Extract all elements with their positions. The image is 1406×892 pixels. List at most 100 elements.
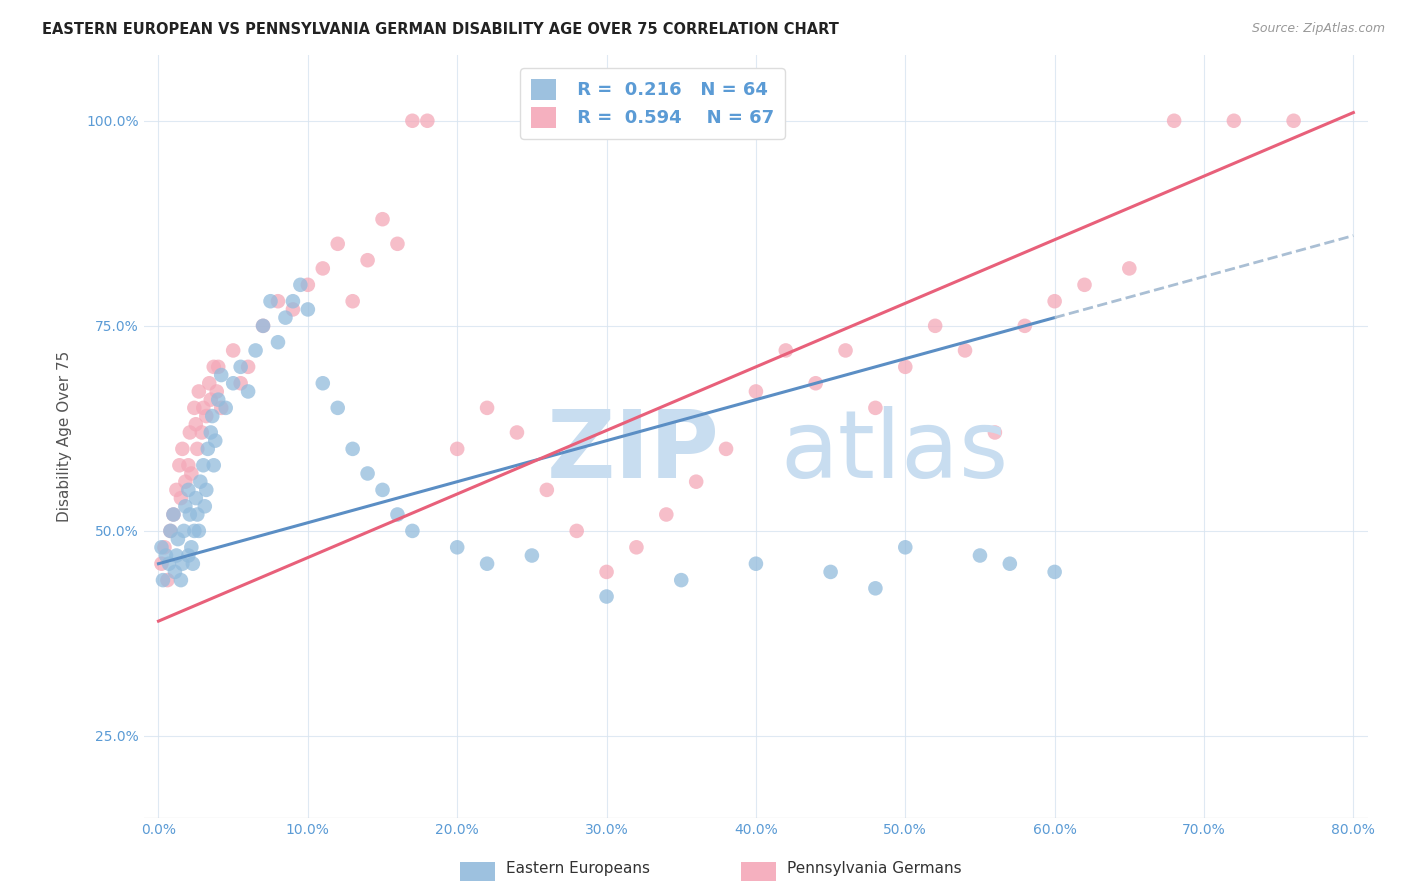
Point: [184, 417, 207, 432]
Point: [865, 401, 887, 415]
Point: [200, 392, 222, 407]
Point: [159, 524, 181, 538]
Point: [297, 277, 319, 292]
Point: [186, 508, 208, 522]
Point: [595, 565, 617, 579]
Point: [194, 500, 217, 514]
Point: [193, 401, 215, 415]
Point: [416, 113, 439, 128]
Point: [193, 458, 215, 473]
Point: [281, 294, 304, 309]
Point: [195, 483, 218, 497]
Point: [274, 310, 297, 325]
Point: [236, 359, 259, 374]
Point: [170, 573, 193, 587]
Point: [236, 384, 259, 399]
Point: [229, 359, 252, 374]
Point: [155, 549, 177, 563]
Point: [204, 434, 226, 448]
Point: [207, 359, 229, 374]
Point: [177, 458, 200, 473]
Point: [834, 343, 856, 358]
Point: [865, 582, 887, 596]
Point: [446, 541, 468, 555]
Point: [1073, 277, 1095, 292]
Point: [156, 573, 179, 587]
Point: [520, 549, 543, 563]
Point: [371, 483, 394, 497]
Point: [167, 532, 190, 546]
Point: [200, 425, 222, 440]
Point: [475, 401, 498, 415]
Point: [202, 458, 225, 473]
Point: [179, 508, 201, 522]
Point: [804, 376, 827, 391]
Point: [475, 557, 498, 571]
Point: [595, 590, 617, 604]
Point: [671, 573, 693, 587]
Point: [202, 359, 225, 374]
Point: [177, 483, 200, 497]
Point: [165, 549, 187, 563]
Point: [215, 401, 238, 415]
Point: [1163, 113, 1185, 128]
Text: Source: ZipAtlas.com: Source: ZipAtlas.com: [1251, 22, 1385, 36]
Point: [173, 524, 195, 538]
Point: [195, 409, 218, 423]
Point: [894, 541, 917, 555]
Point: [162, 508, 184, 522]
Point: [170, 491, 193, 505]
Point: [222, 343, 245, 358]
Point: [655, 508, 678, 522]
Point: [1014, 318, 1036, 333]
Y-axis label: Disability Age Over 75: Disability Age Over 75: [58, 351, 72, 522]
Point: [326, 236, 349, 251]
Point: [201, 409, 224, 423]
Point: [245, 343, 267, 358]
Text: atlas: atlas: [780, 406, 1008, 498]
Point: [186, 442, 208, 456]
Point: [969, 549, 991, 563]
Point: [714, 442, 737, 456]
Point: [685, 475, 707, 489]
Point: [252, 318, 274, 333]
Point: [894, 359, 917, 374]
Point: [998, 557, 1021, 571]
Point: [163, 565, 186, 579]
Point: [150, 541, 173, 555]
Point: [177, 549, 200, 563]
Point: [172, 442, 194, 456]
Point: [267, 335, 290, 350]
Point: [152, 573, 174, 587]
Point: [312, 376, 335, 391]
Point: [183, 524, 205, 538]
Point: [281, 302, 304, 317]
Point: [174, 500, 197, 514]
Point: [157, 557, 180, 571]
Point: [326, 401, 349, 415]
Point: [356, 467, 378, 481]
Point: [371, 212, 394, 227]
Point: [209, 368, 232, 382]
Point: [297, 302, 319, 317]
Point: [342, 442, 364, 456]
Point: [401, 524, 423, 538]
Point: [267, 294, 290, 309]
Point: [191, 425, 214, 440]
Point: [775, 343, 797, 358]
Point: [187, 524, 209, 538]
Point: [180, 467, 202, 481]
Point: [356, 253, 378, 268]
Point: [626, 541, 648, 555]
Point: [565, 524, 588, 538]
Point: [745, 384, 768, 399]
Point: [820, 565, 842, 579]
Point: [401, 113, 423, 128]
Point: [198, 376, 221, 391]
Point: [342, 294, 364, 309]
Point: [312, 261, 335, 276]
Point: [536, 483, 558, 497]
Point: [197, 442, 219, 456]
Point: [953, 343, 976, 358]
Legend:  R =  0.216   N = 64,  R =  0.594    N = 67: R = 0.216 N = 64, R = 0.594 N = 67: [520, 68, 785, 138]
